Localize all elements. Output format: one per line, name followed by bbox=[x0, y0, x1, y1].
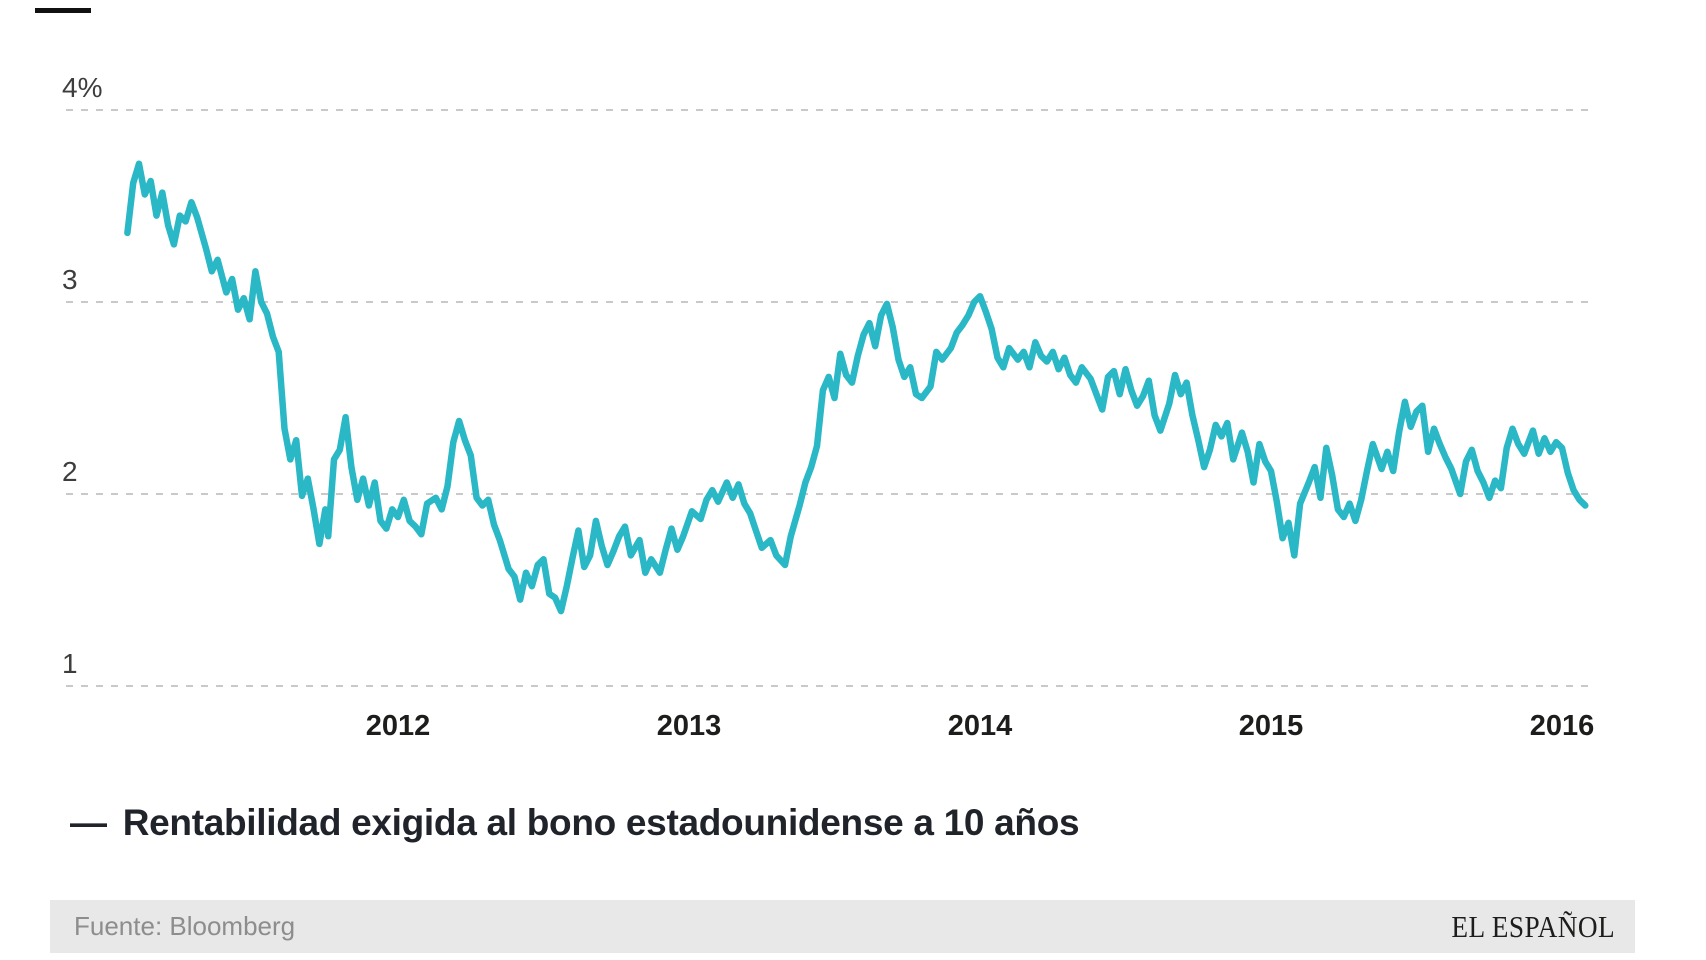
y-tick-label-1: 1 bbox=[62, 648, 78, 679]
legend-label: Rentabilidad exigida al bono estadounide… bbox=[122, 802, 1080, 843]
legend: — Rentabilidad exigida al bono estadouni… bbox=[70, 801, 1080, 845]
y-tick-label-3: 3 bbox=[62, 264, 78, 295]
x-tick-label-2016: 2016 bbox=[1529, 710, 1595, 742]
x-tick-label-2014: 2014 bbox=[947, 710, 1013, 742]
gridlines bbox=[66, 109, 1592, 687]
y-tick-label-2: 2 bbox=[62, 456, 78, 487]
y-tick-label-4%: 4% bbox=[62, 72, 103, 103]
footer-bar: Fuente: Bloomberg EL ESPAÑOL bbox=[50, 900, 1635, 953]
x-tick-label-2013: 2013 bbox=[656, 710, 722, 742]
x-tick-label-2015: 2015 bbox=[1238, 710, 1304, 742]
top-left-brand-dash bbox=[35, 8, 91, 13]
x-tick-label-2012: 2012 bbox=[365, 710, 431, 742]
source-label: Fuente: Bloomberg bbox=[74, 911, 296, 941]
el-espanol-masthead: EL ESPAÑOL bbox=[1451, 908, 1615, 944]
chart-line-us10y bbox=[124, 160, 1589, 615]
legend-line-marker: — bbox=[70, 802, 107, 843]
